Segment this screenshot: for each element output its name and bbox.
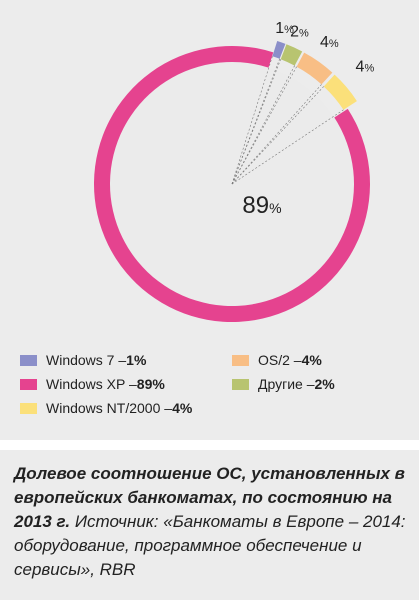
legend-swatch [232, 354, 249, 366]
legend-swatch [20, 354, 37, 366]
legend-value: 1% [126, 352, 147, 368]
slice-windows-7 [272, 40, 286, 59]
data-label-windows-7: 1% [275, 20, 294, 37]
caption-title: Долевое соотношение ОС, установленных в … [14, 464, 405, 531]
chart-caption: Долевое соотношение ОС, установленных в … [14, 462, 406, 582]
legend-label: OS/2 – [258, 352, 302, 368]
legend-swatch [232, 378, 249, 390]
data-label-другие: 2% [290, 24, 309, 41]
legend-label: Другие – [258, 376, 315, 392]
legend-value: 4% [301, 352, 322, 368]
slice-другие [280, 44, 303, 66]
legend-item-os2: OS/2 – 4% [232, 352, 322, 368]
legend-label: Windows 7 – [46, 352, 127, 368]
legend-item-windows-7: Windows 7 – 1% [20, 352, 146, 368]
data-label-windows-xp: 89% [242, 192, 281, 219]
chart-panel: 1% 89% 4% 4% 2% Windows 7 – 1% Windows XP – … [0, 0, 419, 440]
caption-panel: Долевое соотношение ОС, установленных в … [0, 450, 419, 600]
data-label-windows-nt-2000: 4% [356, 59, 375, 76]
data-label-os-2: 4% [320, 34, 339, 51]
legend-swatch [20, 402, 37, 414]
caption-source: Источник: «Банкоматы в Европе – 2014: об… [14, 512, 406, 579]
chart-legend: Windows 7 – 1% Windows XP – 89% Windows … [20, 352, 410, 422]
legend-value: 2% [314, 376, 335, 392]
legend-value: 4% [172, 400, 193, 416]
divider [0, 440, 419, 450]
legend-value: 89% [136, 376, 165, 392]
legend-swatch [20, 378, 37, 390]
legend-item-other: Другие – 2% [232, 376, 335, 392]
legend-label: Windows NT/2000 – [46, 400, 173, 416]
donut-chart: 1% 89% 4% 4% 2% [94, 20, 375, 322]
legend-label: Windows XP – [46, 376, 137, 392]
legend-item-windows-nt-2000: Windows NT/2000 – 4% [20, 400, 192, 416]
slice-os-2 [296, 52, 333, 85]
legend-item-windows-xp: Windows XP – 89% [20, 376, 165, 392]
slice-windows-nt-2000 [323, 74, 357, 110]
